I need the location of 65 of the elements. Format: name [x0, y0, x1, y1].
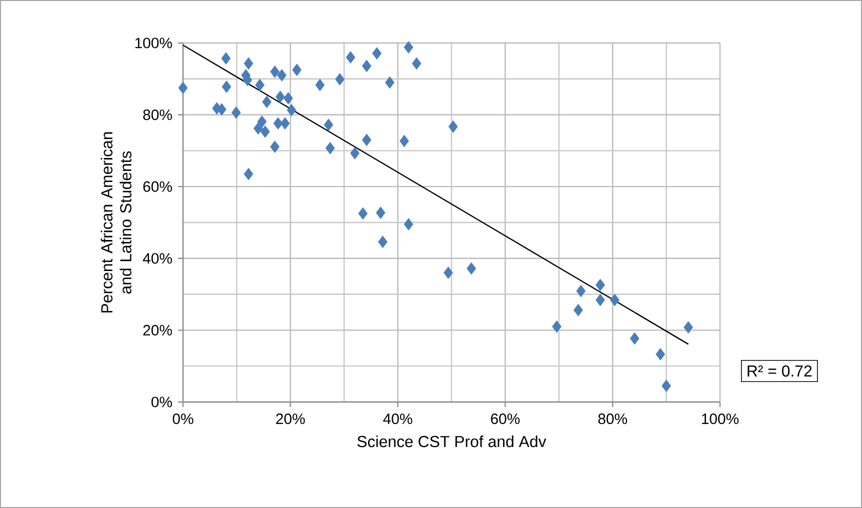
x-tick-label: 100% [702, 414, 739, 424]
point [255, 78, 264, 92]
point [404, 218, 414, 230]
point [260, 125, 270, 138]
x-tick-label: 20% [276, 414, 305, 424]
point [466, 262, 476, 275]
y-axis-title: Percent African American and Latino Students [100, 132, 132, 312]
point [656, 348, 666, 360]
point [324, 118, 334, 132]
point [231, 106, 241, 119]
point [362, 134, 372, 146]
point [270, 140, 280, 153]
point [552, 320, 562, 333]
x-tick-label: 80% [598, 414, 628, 424]
point [221, 52, 231, 65]
point [596, 294, 605, 306]
point [270, 66, 280, 78]
x-tick-label: 60% [491, 414, 520, 424]
y-tick-label: 100% [135, 38, 172, 48]
point [244, 57, 254, 70]
point [376, 206, 386, 219]
point [178, 82, 188, 94]
point [358, 207, 368, 220]
point [273, 117, 283, 130]
point [276, 90, 285, 104]
point [444, 266, 453, 279]
point [684, 321, 694, 334]
point [448, 120, 458, 133]
y-tick-label: 0% [151, 396, 172, 408]
x-axis-title: Science CST Prof and Adv [357, 436, 546, 448]
point [292, 64, 302, 76]
y-tick-label: 60% [143, 181, 172, 192]
point [662, 380, 672, 392]
point [404, 41, 414, 54]
x-tick-label: 40% [383, 414, 412, 424]
point [610, 294, 620, 306]
point [244, 168, 254, 180]
point [378, 236, 388, 248]
y-tick-label: 40% [142, 253, 172, 264]
point [412, 57, 422, 70]
y-tick-label: 20% [143, 324, 172, 336]
point [284, 92, 293, 104]
point [576, 284, 586, 298]
text: R² = 0.72 [748, 365, 812, 377]
point [335, 73, 345, 86]
x-tick-label: 0% [172, 414, 194, 424]
point [346, 51, 356, 64]
point [362, 60, 372, 72]
point [350, 147, 360, 160]
point [286, 104, 296, 116]
point [325, 142, 335, 154]
point [253, 122, 263, 135]
point [630, 332, 640, 345]
point [372, 47, 382, 60]
point [222, 80, 232, 93]
y-tick-label: 80% [143, 109, 172, 120]
point [574, 304, 583, 316]
point [385, 76, 394, 89]
point [315, 78, 325, 92]
point [262, 96, 272, 108]
point [280, 117, 290, 130]
point [257, 115, 267, 128]
point [596, 278, 605, 292]
point [400, 134, 409, 148]
point [277, 69, 287, 82]
